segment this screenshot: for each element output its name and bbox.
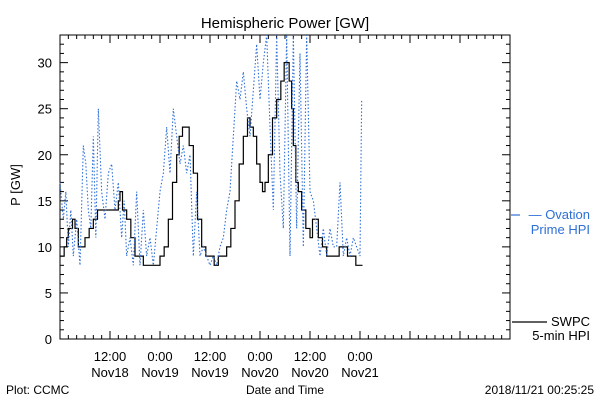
plot-border: [59, 34, 511, 340]
ovation-prime-series: [59, 34, 363, 268]
x-tick-date-label: Nov21: [341, 365, 379, 380]
x-tick-date-label: Nov20: [291, 365, 329, 380]
x-tick-date-label: Nov19: [141, 365, 179, 380]
plot-credit: Plot: CCMC: [6, 383, 70, 397]
swpc-hpi-series: [60, 62, 363, 266]
x-axis: 12:00Nov180:00Nov1912:00Nov190:00Nov2012…: [59, 35, 511, 380]
chart-title: Hemispheric Power [GW]: [201, 15, 369, 32]
x-tick-date-label: Nov20: [241, 365, 279, 380]
x-tick-label: 0:00: [147, 349, 172, 364]
legend-ovation-line2: Prime HPI: [531, 222, 590, 237]
x-tick-label: 12:00: [294, 349, 327, 364]
x-tick-date-label: Nov19: [191, 365, 229, 380]
x-tick-label: 0:00: [347, 349, 372, 364]
x-tick-label: 0:00: [247, 349, 272, 364]
x-tick-label: 12:00: [94, 349, 127, 364]
y-tick-label: 30: [38, 56, 52, 71]
y-axis-label: P [GW]: [8, 164, 23, 206]
x-axis-label: Date and Time: [246, 383, 324, 397]
x-tick-label: 12:00: [194, 349, 227, 364]
y-tick-label: 10: [38, 240, 52, 255]
y-tick-label: 15: [38, 194, 52, 209]
y-tick-label: 20: [38, 148, 52, 163]
y-tick-label: 0: [45, 332, 52, 347]
x-tick-date-label: Nov18: [91, 365, 129, 380]
series-layer: [59, 34, 363, 268]
y-tick-label: 5: [45, 286, 52, 301]
legend-swpc-line1: SWPC: [551, 314, 590, 329]
y-tick-label: 25: [38, 102, 52, 117]
y-axis: 0 5 10 15 20 25 30: [38, 34, 510, 347]
legend-swpc-line2: 5-min HPI: [532, 328, 590, 343]
legend-ovation-line1: — Ovation: [529, 207, 590, 222]
plot-timestamp: 2018/11/21 00:25:25: [485, 383, 595, 397]
plot-frame: [59, 34, 511, 340]
